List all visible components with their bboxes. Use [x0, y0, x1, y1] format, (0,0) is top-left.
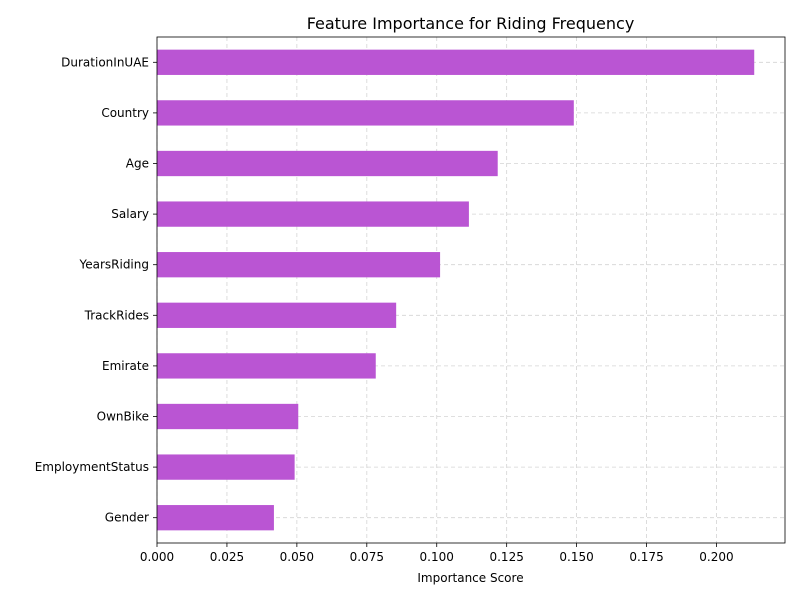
bar-employmentstatus [157, 454, 295, 480]
y-tick-label: TrackRides [84, 308, 149, 322]
x-tick-label: 0.100 [420, 550, 454, 564]
y-tick-label: Emirate [102, 359, 149, 373]
bars [157, 49, 755, 531]
bar-emirate [157, 353, 376, 379]
y-tick-label: Salary [111, 207, 149, 221]
y-tick-label: Country [101, 106, 149, 120]
bar-salary [157, 201, 469, 227]
axes [156, 36, 786, 544]
x-tick-label: 0.200 [699, 550, 733, 564]
x-tick-label: 0.125 [489, 550, 523, 564]
x-tick-label: 0.050 [280, 550, 314, 564]
bar-durationinuae [157, 49, 755, 75]
y-tick-label: DurationInUAE [61, 55, 149, 69]
y-tick-label: EmploymentStatus [35, 460, 149, 474]
y-tick-label: OwnBike [97, 410, 149, 424]
bar-ownbike [157, 403, 299, 430]
y-tick-label: Gender [105, 511, 149, 525]
bar-country [157, 100, 574, 126]
ticks: 0.000 0.025 0.050 0.075 0.100 0.125 0.150 0.175… [35, 55, 734, 564]
x-tick-label: 0.025 [210, 550, 244, 564]
bar-age [157, 150, 498, 177]
x-tick-label: 0.000 [140, 550, 174, 564]
plot-frame [156, 36, 786, 544]
x-tick-label: 0.075 [350, 550, 384, 564]
x-tick-label: 0.150 [559, 550, 593, 564]
bar-trackrides [157, 302, 397, 328]
bar-gender [157, 505, 274, 531]
x-tick-label: 0.175 [629, 550, 663, 564]
y-tick-label: Age [126, 157, 149, 171]
chart-title: Feature Importance for Riding Frequency [307, 14, 635, 33]
x-axis-label: Importance Score [417, 571, 523, 585]
bar-yearsriding [157, 252, 441, 278]
y-tick-label: YearsRiding [78, 258, 149, 272]
